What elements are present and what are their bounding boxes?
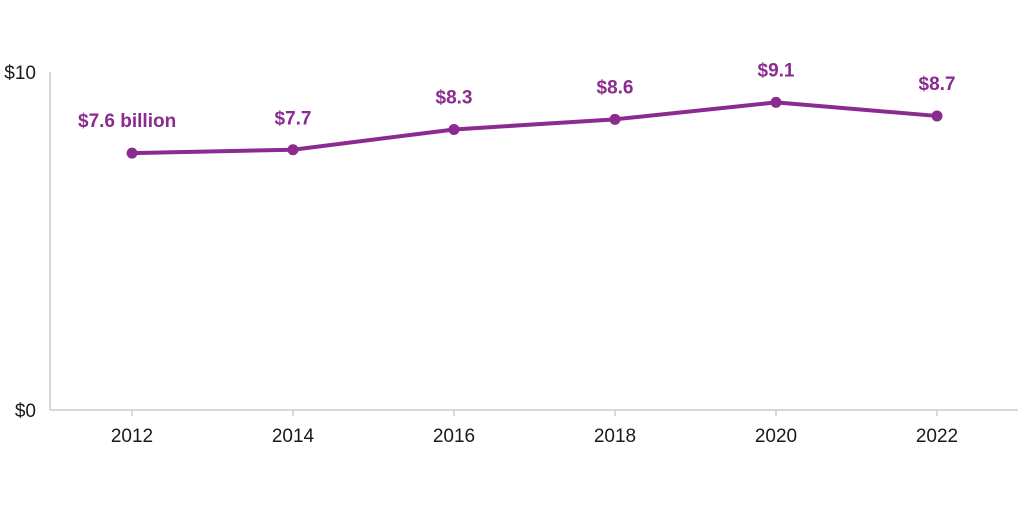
x-tick-label: 2012 <box>111 426 153 447</box>
x-tick-label: 2022 <box>916 426 958 447</box>
axes: $0 $10 2012 2014 2016 2018 2020 2022 <box>4 63 1018 447</box>
data-label: $7.6 billion <box>78 111 176 132</box>
data-point <box>126 147 138 159</box>
data-point <box>931 110 943 122</box>
x-tick-label: 2020 <box>755 426 797 447</box>
x-tick-label: 2016 <box>433 426 475 447</box>
data-point <box>287 144 299 156</box>
data-label: $9.1 <box>758 60 795 81</box>
x-tick-label: 2014 <box>272 426 315 447</box>
data-label: $8.3 <box>436 87 473 108</box>
x-tick-label: 2018 <box>594 426 636 447</box>
y-tick-label: $0 <box>15 401 36 422</box>
y-tick-label: $10 <box>4 63 36 84</box>
data-label: $8.7 <box>919 74 956 95</box>
data-labels: $7.6 billion $7.7 $8.3 $8.6 $9.1 $8.7 <box>78 60 955 132</box>
data-label: $8.6 <box>597 77 634 98</box>
series-line <box>130 100 939 156</box>
series-line-group <box>126 96 943 159</box>
data-label: $7.7 <box>275 109 312 130</box>
data-point <box>448 123 460 135</box>
data-point <box>609 113 621 125</box>
data-point <box>770 96 782 108</box>
